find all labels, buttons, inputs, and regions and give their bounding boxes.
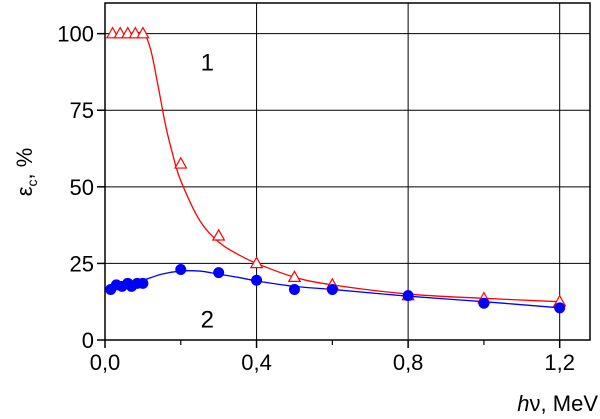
y-axis-unit: , %: [12, 148, 37, 180]
x-axis-title: hν, MeV: [517, 391, 598, 416]
series-1-point: [211, 228, 226, 241]
series-1-label: 1: [201, 49, 214, 76]
y-axis-subscript: c: [24, 179, 40, 186]
series-2-point: [175, 264, 187, 276]
series-2-point: [326, 283, 338, 295]
series-2-point: [402, 290, 414, 302]
series-2-point: [554, 302, 566, 314]
grid: [105, 3, 590, 340]
series-2-point: [213, 267, 225, 279]
axis-ticks: [97, 32, 561, 348]
y-tick-label: 0: [82, 328, 94, 353]
series-2-point: [137, 277, 149, 289]
x-tick-label: 0,0: [90, 350, 121, 375]
plot-frame: [104, 2, 591, 341]
y-tick-label: 75: [70, 98, 94, 123]
series-1-point: [136, 26, 150, 39]
y-tick-label: 100: [57, 22, 94, 47]
series-2-point: [478, 297, 490, 309]
x-tick-label: 0,8: [393, 350, 424, 375]
y-axis-title: εc, %: [12, 148, 40, 197]
series-1-point: [174, 156, 188, 169]
y-tick-label: 50: [70, 175, 94, 200]
x-axis-symbol: h: [517, 391, 529, 416]
series-1-point: [287, 269, 302, 282]
y-tick-label: 25: [70, 251, 94, 276]
series-markers: [105, 26, 567, 314]
y-axis-symbol: ε: [12, 186, 37, 196]
series-labels: 12: [201, 49, 214, 333]
series-1-line: [112, 31, 560, 303]
x-axis-unit: ν, MeV: [530, 391, 599, 416]
series-2-label: 2: [201, 307, 214, 334]
x-tick-label: 1,2: [544, 350, 575, 375]
series-2-point: [251, 274, 263, 286]
series-1-point: [249, 256, 264, 269]
tick-labels: 0,0 0,4 0,8 1,2 0 25 50 75 100: [57, 22, 575, 375]
series-2-point: [288, 283, 300, 295]
x-tick-label: 0,4: [241, 350, 272, 375]
